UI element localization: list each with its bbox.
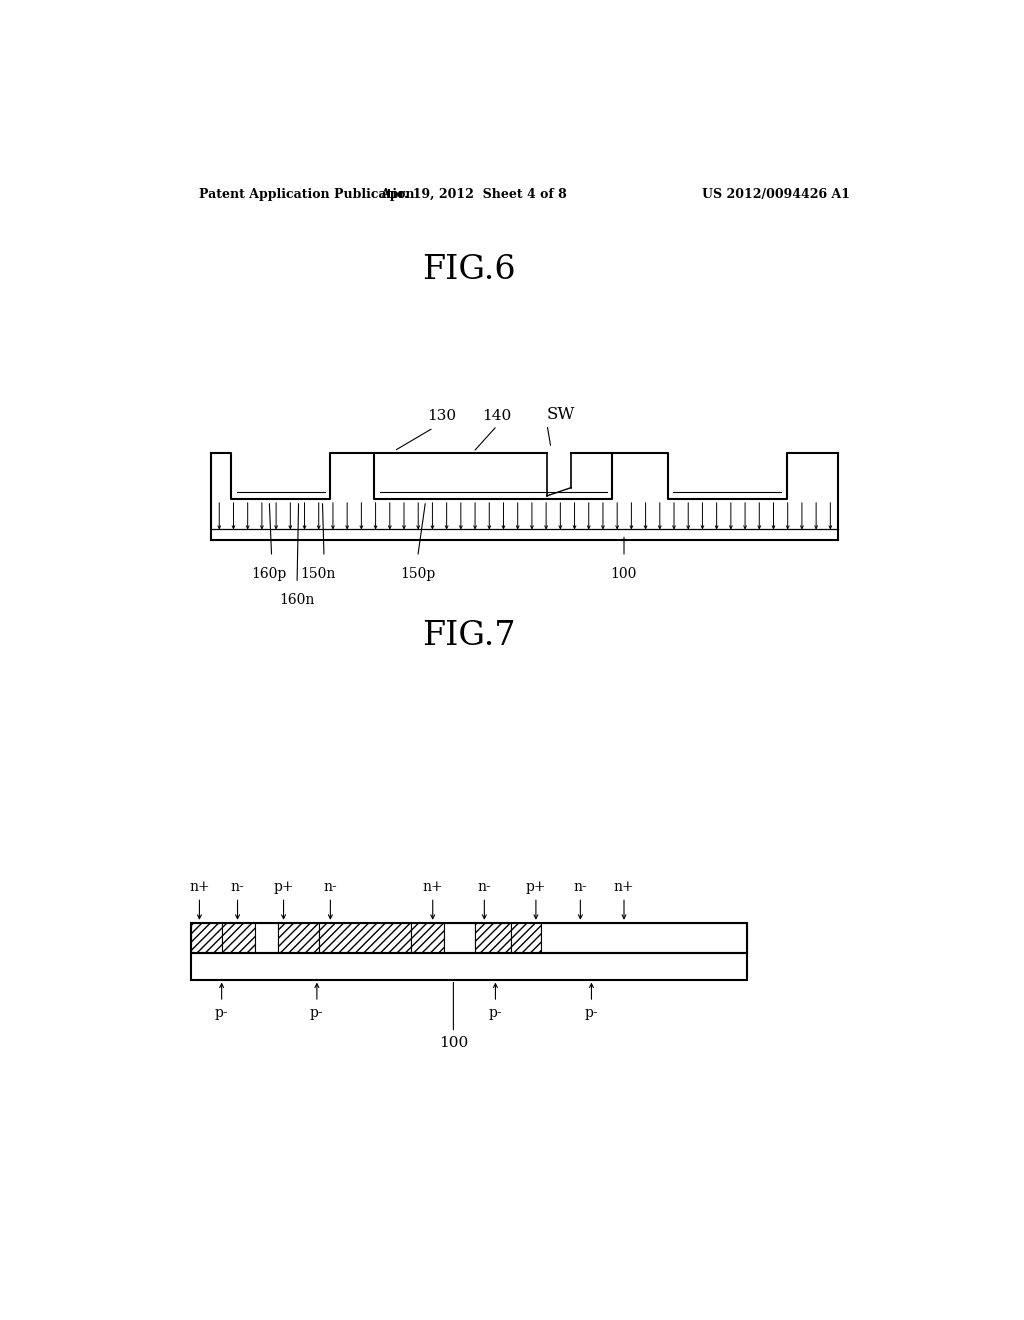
Bar — [191, 923, 222, 953]
Bar — [255, 923, 278, 953]
Text: Apr. 19, 2012  Sheet 4 of 8: Apr. 19, 2012 Sheet 4 of 8 — [380, 189, 566, 202]
Bar — [191, 923, 748, 953]
Text: Patent Application Publication: Patent Application Publication — [200, 189, 415, 202]
Bar — [542, 923, 748, 953]
Text: n+: n+ — [189, 880, 210, 894]
Text: n+: n+ — [613, 880, 634, 894]
Text: 100: 100 — [610, 568, 637, 581]
Bar — [319, 923, 411, 953]
Text: p+: p+ — [273, 880, 294, 894]
Text: 150p: 150p — [400, 568, 435, 581]
Text: p-: p- — [488, 1006, 502, 1020]
Bar — [444, 923, 475, 953]
Text: n-: n- — [573, 880, 587, 894]
Text: 160n: 160n — [280, 594, 314, 607]
Text: n-: n- — [230, 880, 245, 894]
Text: 150n: 150n — [301, 568, 336, 581]
Text: FIG.6: FIG.6 — [423, 255, 516, 286]
Text: 100: 100 — [438, 1036, 468, 1049]
Text: US 2012/0094426 A1: US 2012/0094426 A1 — [702, 189, 850, 202]
Bar — [411, 923, 444, 953]
Text: p+: p+ — [525, 880, 546, 894]
Text: 160p: 160p — [252, 568, 287, 581]
Bar — [511, 923, 542, 953]
Bar — [191, 953, 748, 979]
Text: FIG.7: FIG.7 — [423, 620, 516, 652]
Text: SW: SW — [547, 405, 575, 422]
Text: p-: p- — [585, 1006, 598, 1020]
Text: n-: n- — [324, 880, 337, 894]
Bar — [278, 923, 319, 953]
Text: n-: n- — [477, 880, 492, 894]
Text: p-: p- — [310, 1006, 324, 1020]
Text: 140: 140 — [482, 409, 512, 422]
Text: p-: p- — [215, 1006, 228, 1020]
Bar — [475, 923, 511, 953]
Text: n+: n+ — [423, 880, 443, 894]
Bar — [222, 923, 255, 953]
Text: 130: 130 — [427, 409, 456, 422]
